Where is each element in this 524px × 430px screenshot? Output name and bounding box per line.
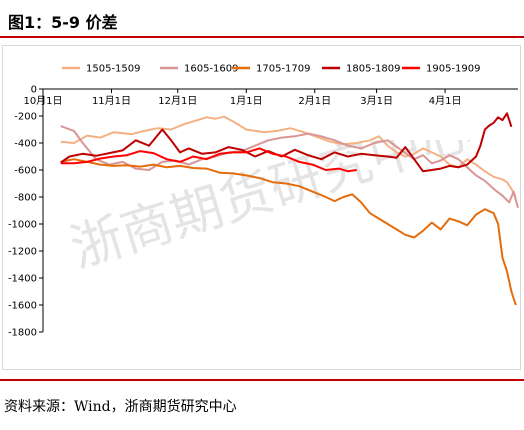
y-tick-label: -200 xyxy=(14,112,37,123)
series-line-1805-1809 xyxy=(60,112,513,173)
x-tick-label: 4月1日 xyxy=(429,95,462,107)
x-tick-label: 11月1日 xyxy=(92,95,131,107)
y-tick-label: -1200 xyxy=(8,247,37,258)
series-line-1705-1709 xyxy=(60,158,517,306)
source-note: 资料来源：Wind，浙商期货研究中心 xyxy=(4,399,237,415)
legend-label: 1605-1609 xyxy=(184,64,239,75)
y-tick-label: -1800 xyxy=(8,328,37,339)
y-tick-label: -800 xyxy=(14,193,37,204)
legend: 1505-1509 1605-1609 1705-1709 1805-1809 1905… xyxy=(62,64,481,75)
y-tick-label: -1600 xyxy=(8,301,37,312)
series-lines xyxy=(60,112,519,306)
y-tick-label: -1000 xyxy=(8,220,37,231)
legend-item: 1905-1909 xyxy=(402,64,481,75)
legend-label: 1805-1809 xyxy=(346,64,401,75)
legend-item: 1805-1809 xyxy=(322,64,401,75)
plot-frame xyxy=(2,45,521,370)
legend-item: 1505-1509 xyxy=(62,64,141,75)
y-tick-label: 0 xyxy=(31,85,37,96)
x-tick-label: 12月1日 xyxy=(158,95,197,107)
y-tick-label: -1400 xyxy=(8,274,37,285)
legend-item: 1605-1609 xyxy=(160,64,239,75)
series-line-1505-1509 xyxy=(60,115,517,198)
legend-label: 1905-1909 xyxy=(426,64,481,75)
legend-label: 1505-1509 xyxy=(86,64,141,75)
series-line-1605-1609 xyxy=(60,125,519,209)
chart-title: 图1：5-9 价差 xyxy=(8,13,118,32)
x-tick-label: 10月1日 xyxy=(23,95,62,107)
legend-item: 1705-1709 xyxy=(232,64,311,75)
x-tick-label: 2月1日 xyxy=(298,95,331,107)
legend-label: 1705-1709 xyxy=(256,64,311,75)
axes: 0 -200 -400 -600 -800 -1000 -1200 -1400 -1600 -18… xyxy=(8,85,518,339)
title-bar: 图1：5-9 价差 xyxy=(0,0,524,38)
series-line-1905-1909 xyxy=(60,147,357,173)
y-tick-label: -400 xyxy=(14,139,37,150)
x-tick-label: 3月1日 xyxy=(360,95,393,107)
bottom-rule xyxy=(0,379,524,381)
y-tick-label: -600 xyxy=(14,166,37,177)
x-tick-label: 1月1日 xyxy=(230,95,263,107)
